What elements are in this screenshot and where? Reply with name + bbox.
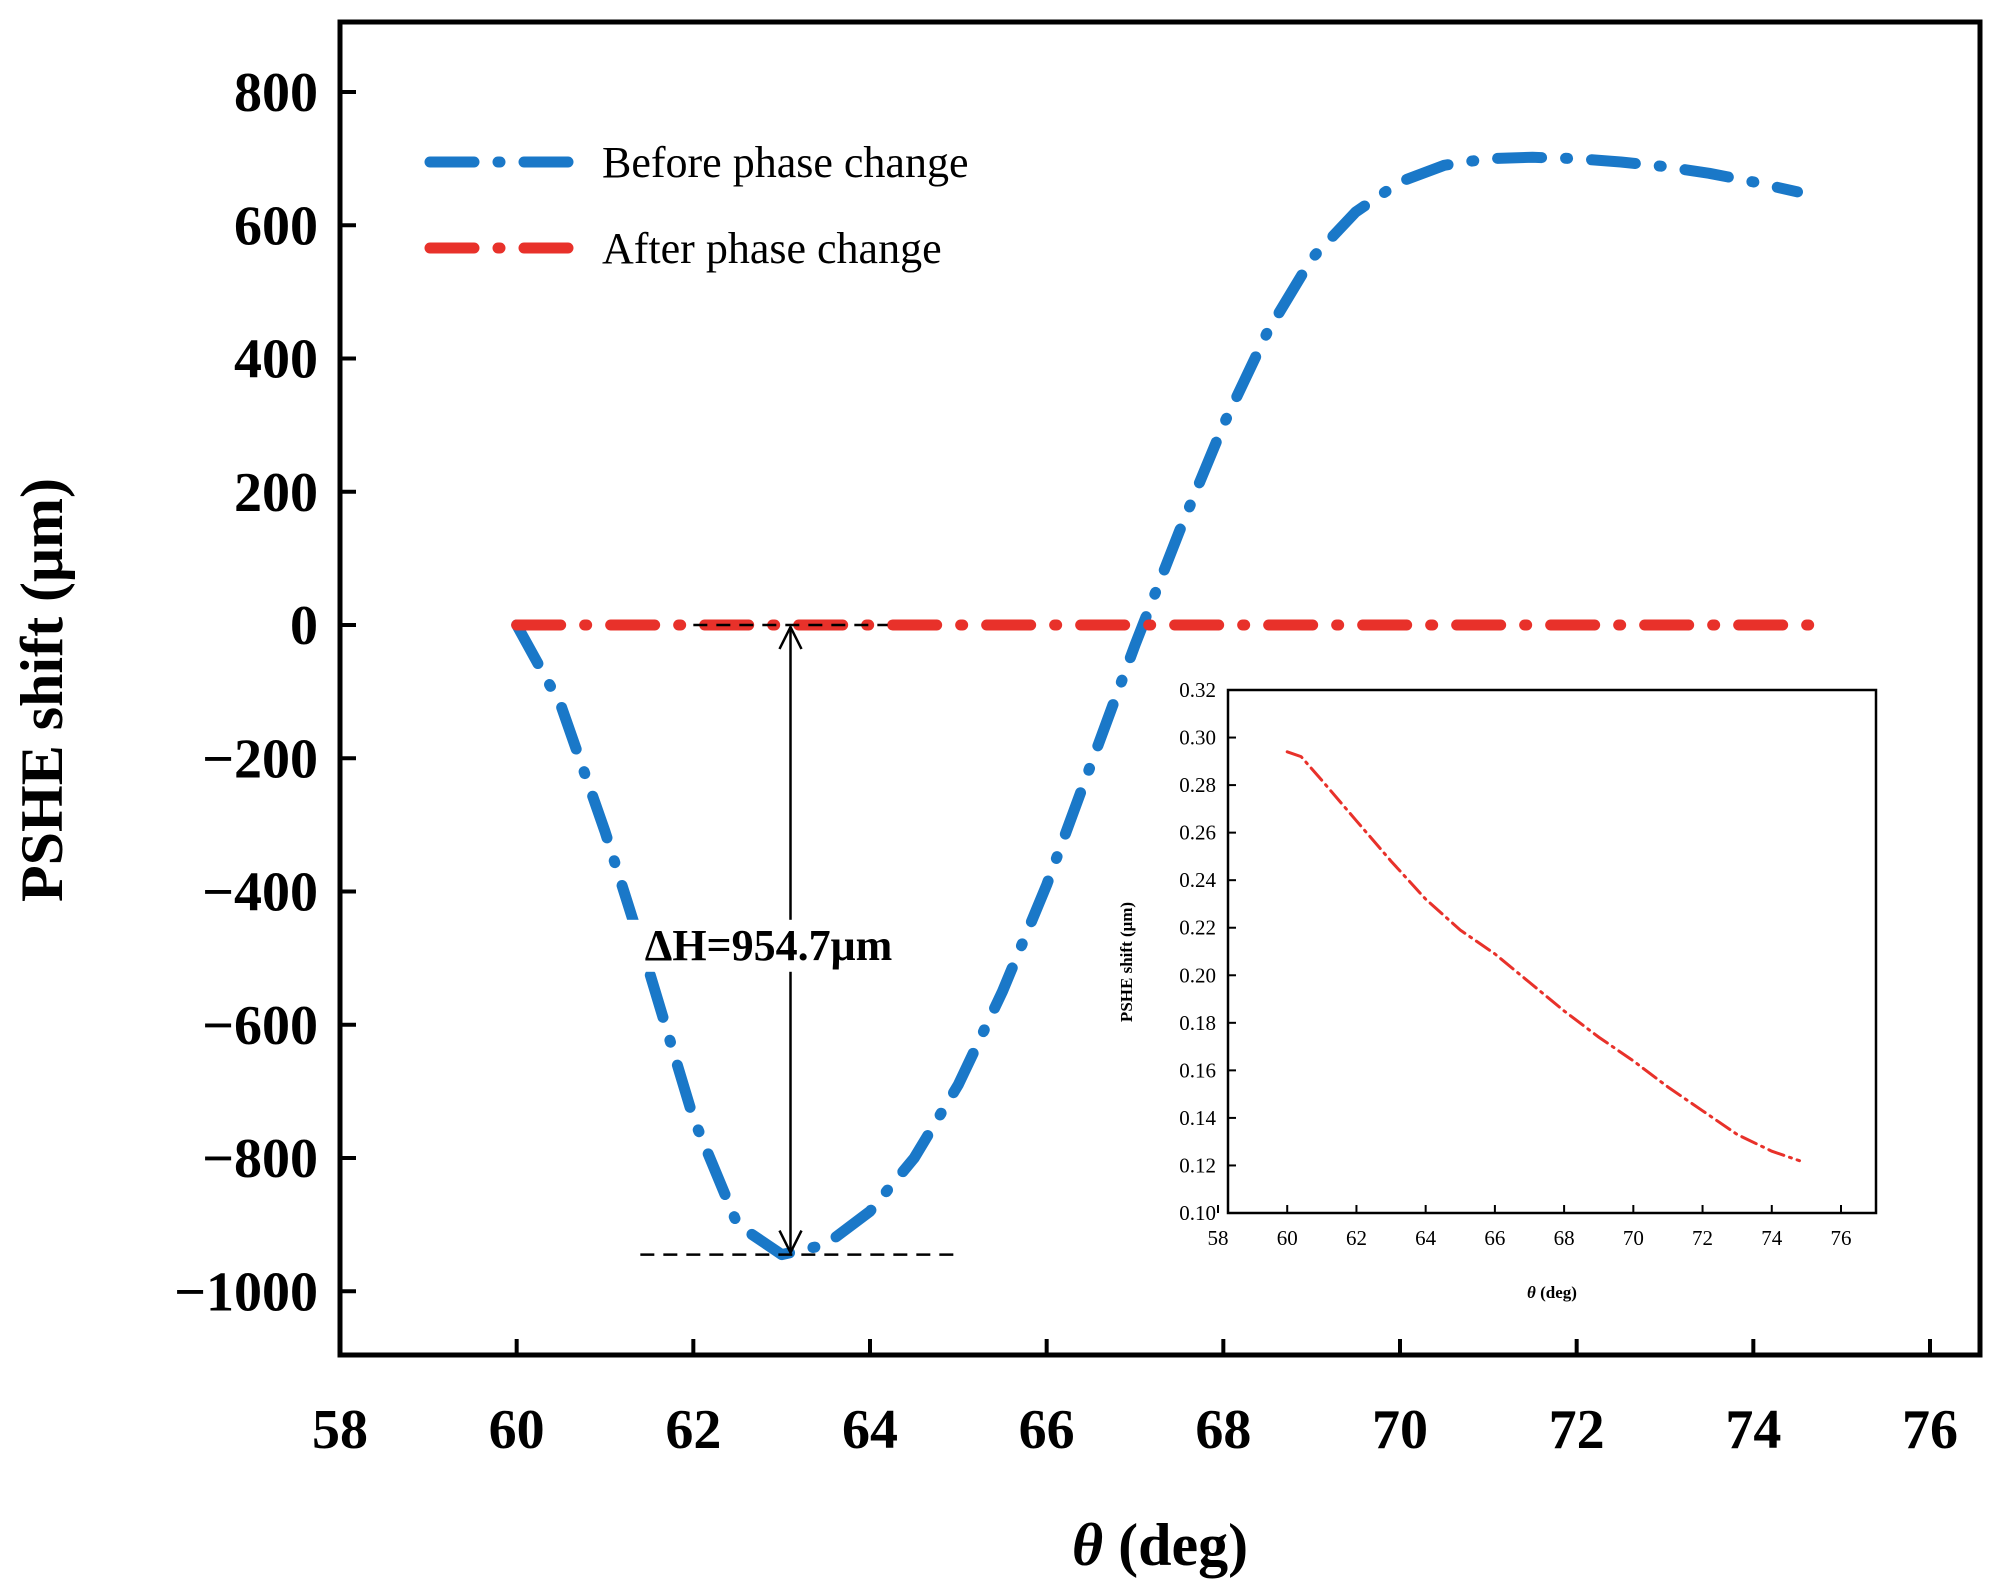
inset-y-tick-label: 0.18	[1179, 1011, 1216, 1035]
inset-y-tick-label: 0.22	[1179, 916, 1216, 940]
main-plot-frame	[337, 19, 1983, 1358]
inset-x-ticks: 58 60 62 64 66 68 70 72 74 76	[1208, 1205, 1852, 1250]
inset-x-tick-label: 60	[1277, 1226, 1298, 1250]
inset-after-phase-change-line	[1285, 750, 1801, 1163]
legend-after-label: After phase change	[602, 224, 942, 273]
inset-y-tick-label: 0.10	[1179, 1201, 1216, 1225]
annotation-label: ΔH=954.7μm	[645, 921, 892, 970]
main-y-ticks: 800 600 400 200 0 −200 −400 −600 −800 −1000	[174, 62, 356, 1323]
inset-y-tick-label: 0.16	[1179, 1058, 1216, 1082]
annotation-arrowhead-top	[778, 624, 803, 650]
main-y-tick-label: −200	[202, 728, 318, 790]
inset-y-tick-label: 0.24	[1179, 868, 1216, 892]
inset-y-axis-title: PSHE shift (μm)	[1117, 902, 1136, 1022]
main-x-tick-label: 66	[1019, 1399, 1075, 1461]
main-x-axis-unit: (deg)	[1103, 1512, 1248, 1578]
inset-y-tick-label: 0.20	[1179, 963, 1216, 987]
main-x-tick-label: 70	[1372, 1399, 1428, 1461]
main-x-tick-label: 72	[1549, 1399, 1605, 1461]
inset-chart: 0.10 0.12 0.14 0.16 0.18 0.20 0.22 0.24 0.26 0.28…	[1117, 678, 1878, 1302]
inset-y-tick-label: 0.14	[1179, 1106, 1216, 1130]
main-x-tick-label: 68	[1195, 1399, 1251, 1461]
inset-x-tick-label: 76	[1831, 1226, 1852, 1250]
main-series-group	[511, 151, 1826, 1261]
inset-x-tick-label: 64	[1415, 1226, 1437, 1250]
inset-y-tick-label: 0.26	[1179, 821, 1216, 845]
inset-x-tick-label: 62	[1346, 1226, 1367, 1250]
before-phase-change-line	[511, 151, 1803, 1261]
main-y-tick-label: 600	[234, 195, 318, 257]
main-y-tick-label: 200	[234, 462, 318, 524]
main-x-tick-label: 58	[312, 1399, 368, 1461]
main-y-tick-label: 400	[234, 329, 318, 391]
main-y-tick-label: −400	[202, 862, 318, 924]
annotation-arrowhead-bottom	[778, 1230, 803, 1256]
main-y-tick-label: 0	[290, 595, 318, 657]
main-x-ticks: 58 60 62 64 66 68 70 72 74 76	[312, 1339, 1958, 1461]
inset-y-tick-label: 0.28	[1179, 773, 1216, 797]
inset-x-axis-unit: (deg)	[1536, 1283, 1577, 1302]
inset-y-ticks: 0.10 0.12 0.14 0.16 0.18 0.20 0.22 0.24 0.26 0.28…	[1179, 678, 1236, 1225]
inset-x-tick-label: 72	[1692, 1226, 1713, 1250]
main-x-tick-label: 74	[1725, 1399, 1781, 1461]
inset-x-tick-label: 70	[1623, 1226, 1644, 1250]
inset-x-tick-label: 74	[1761, 1226, 1783, 1250]
inset-x-tick-label: 58	[1208, 1226, 1229, 1250]
main-x-tick-label: 62	[665, 1399, 721, 1461]
inset-x-tick-label: 68	[1554, 1226, 1575, 1250]
main-x-axis-title: θ (deg)	[1072, 1512, 1248, 1578]
main-y-tick-label: −600	[202, 995, 318, 1057]
delta-h-annotation: ΔH=954.7μm	[620, 623, 959, 1256]
main-y-axis-title: PSHE shift (μm)	[9, 478, 75, 902]
main-x-tick-label: 60	[489, 1399, 545, 1461]
main-y-tick-label: 800	[234, 62, 318, 124]
legend-before-label: Before phase change	[602, 138, 968, 187]
inset-x-axis-symbol: θ	[1527, 1283, 1536, 1302]
main-y-tick-label: −800	[202, 1128, 318, 1190]
main-y-tick-label: −1000	[174, 1261, 318, 1323]
inset-y-tick-label: 0.12	[1179, 1153, 1216, 1177]
inset-y-tick-label: 0.32	[1179, 678, 1216, 702]
main-x-tick-label: 76	[1902, 1399, 1958, 1461]
legend: Before phase change After phase change	[424, 138, 968, 273]
main-x-axis-symbol: θ	[1072, 1512, 1103, 1578]
inset-x-tick-label: 66	[1484, 1226, 1505, 1250]
inset-plot-frame	[1226, 688, 1878, 1215]
inset-y-tick-label: 0.30	[1179, 726, 1216, 750]
main-x-tick-label: 64	[842, 1399, 898, 1461]
inset-x-axis-title: θ (deg)	[1527, 1283, 1577, 1302]
annotation-label-background	[620, 919, 921, 972]
